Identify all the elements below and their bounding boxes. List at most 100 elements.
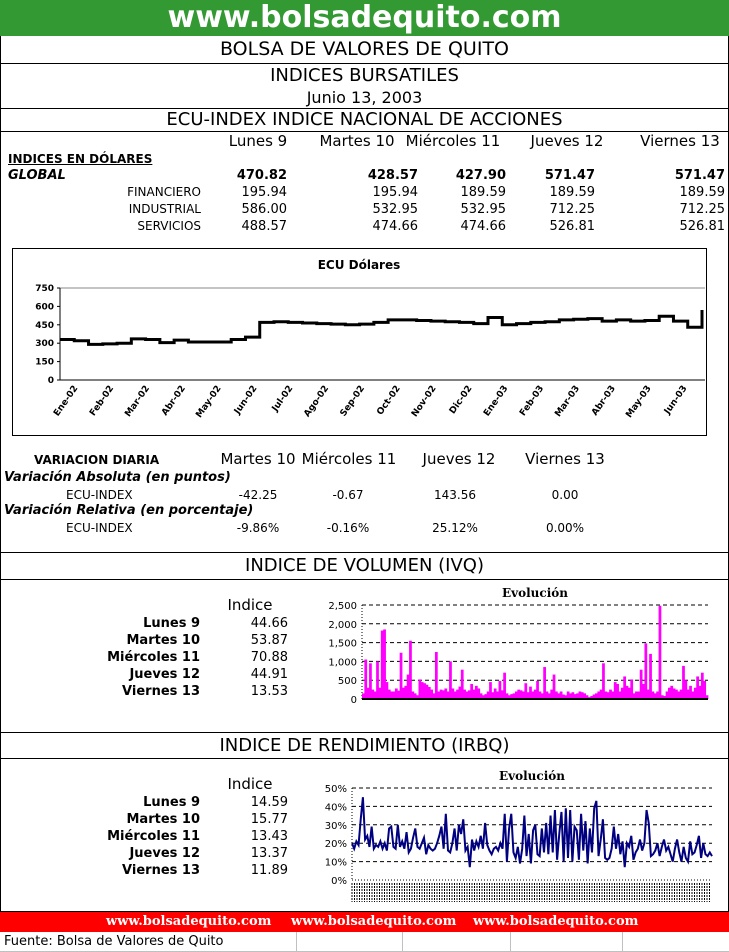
index-value: 526.81 [549, 219, 596, 234]
volume-bar [460, 669, 464, 699]
volume-bar [592, 694, 596, 699]
volume-bar [540, 693, 544, 699]
volume-bar [700, 672, 704, 699]
volume-bar [496, 691, 499, 699]
irbq-title: INDICE DE RENDIMIENTO (IRBQ) [219, 735, 510, 756]
x-tick-label: Nov-02 [410, 384, 439, 419]
volume-bar [467, 690, 471, 699]
volume-bar [366, 687, 370, 699]
x-tick-label: Jun-02 [232, 384, 259, 417]
y-tick-label: 10% [325, 858, 347, 869]
ecu-index-title: ECU-INDEX INDICE NACIONAL DE ACCIONES [166, 109, 563, 130]
footer-link[interactable]: www.bolsadequito.com [473, 914, 639, 929]
volume-bar [411, 691, 415, 699]
row-label: SERVICIOS [137, 219, 201, 233]
variation-value: 0.00% [545, 521, 585, 535]
volume-bar [580, 692, 584, 699]
site-banner[interactable]: www.bolsadequito.com [0, 0, 729, 36]
index-value: 189.59 [679, 185, 726, 200]
volume-bar [696, 676, 699, 699]
volume-bar [559, 691, 563, 699]
volume-bar [651, 691, 655, 699]
index-value: 428.57 [367, 168, 418, 183]
volume-bar [604, 691, 608, 699]
volume-bar [599, 689, 603, 699]
source-note: Fuente: Bolsa de Valores de Quito [0, 932, 729, 952]
y-tick-label: 20% [325, 839, 347, 850]
volume-bar [597, 691, 601, 699]
footer-link[interactable]: www.bolsadequito.com [106, 914, 272, 929]
volume-bar [590, 695, 594, 699]
volume-bar [566, 691, 570, 699]
day-label: Viernes 13 [122, 684, 200, 699]
volume-bar [613, 682, 617, 699]
variation-value: -42.25 [238, 488, 278, 502]
volume-bar [432, 693, 436, 699]
footer-link[interactable]: www.bolsadequito.com [291, 914, 457, 929]
day-label: Viernes 13 [122, 863, 200, 878]
volume-bar [503, 672, 506, 699]
x-tick-label: Ago-02 [302, 384, 331, 419]
volume-bar [430, 689, 434, 699]
index-value: 189.59 [460, 185, 507, 200]
volume-bar [663, 695, 667, 699]
day-header: Martes 10 [220, 450, 296, 468]
volume-bar [625, 685, 629, 699]
index-value: 53.87 [250, 633, 288, 648]
volume-bar [446, 691, 450, 699]
day-header: Miércoles 11 [405, 132, 501, 150]
volume-bar [376, 661, 379, 699]
variation-value: 25.12% [432, 521, 478, 535]
x-tick-label: Jun-03 [662, 384, 689, 417]
volume-bar [380, 630, 384, 699]
volume-bar [418, 679, 422, 699]
volume-bar [536, 680, 539, 699]
volume-bar [550, 689, 554, 699]
x-tick-label: May-02 [194, 384, 223, 420]
volume-bar [531, 691, 535, 699]
variation-value: -0.67 [332, 488, 364, 502]
volume-bar [364, 659, 368, 699]
volume-bar [547, 693, 551, 699]
volume-bar [493, 688, 497, 699]
volume-bar [672, 688, 676, 699]
variation-value: -9.86% [236, 521, 280, 535]
volume-bar [416, 695, 419, 699]
volume-bar [583, 693, 587, 699]
day-header: Jueves 12 [530, 132, 604, 150]
volume-bar [404, 685, 408, 699]
irbq-chart: Evolución 0% 10% 20% 30% 40% 50% [325, 769, 713, 902]
volume-bar [689, 685, 692, 699]
volume-bar [369, 663, 372, 699]
volume-bar [677, 691, 681, 699]
volume-bar [675, 689, 678, 699]
grid-cell [510, 932, 511, 952]
volume-bar [644, 643, 648, 699]
row-label: INDUSTRIAL [128, 202, 201, 216]
volume-bar [512, 693, 516, 699]
volume-bar [611, 691, 615, 699]
volume-bar [458, 686, 462, 699]
variation-value: 0.00 [551, 488, 579, 502]
x-tick-label: May-03 [624, 384, 653, 420]
index-value: 189.59 [549, 185, 596, 200]
y-tick-label: 0 [48, 376, 54, 386]
divider [0, 579, 729, 580]
volume-bar [606, 692, 610, 699]
volume-bar [449, 661, 452, 699]
chart-title: Evolución [502, 586, 568, 600]
column-header: Indice [227, 596, 273, 614]
x-tick-label: Feb-02 [88, 384, 116, 418]
y-tick-label: 1,000 [328, 657, 357, 668]
volume-bar [406, 674, 410, 699]
volume-bar [498, 680, 502, 699]
volume-bar [444, 688, 448, 699]
index-value: 44.66 [250, 616, 288, 631]
volume-bar [519, 690, 523, 699]
rel-label: Variación Relativa (en porcentaje) [4, 503, 254, 518]
volume-bar [491, 692, 495, 699]
variation-value: 143.56 [434, 488, 476, 502]
x-tick-label: Mar-03 [553, 384, 582, 419]
volume-bar [427, 686, 431, 699]
y-tick-label: 500 [338, 676, 357, 687]
